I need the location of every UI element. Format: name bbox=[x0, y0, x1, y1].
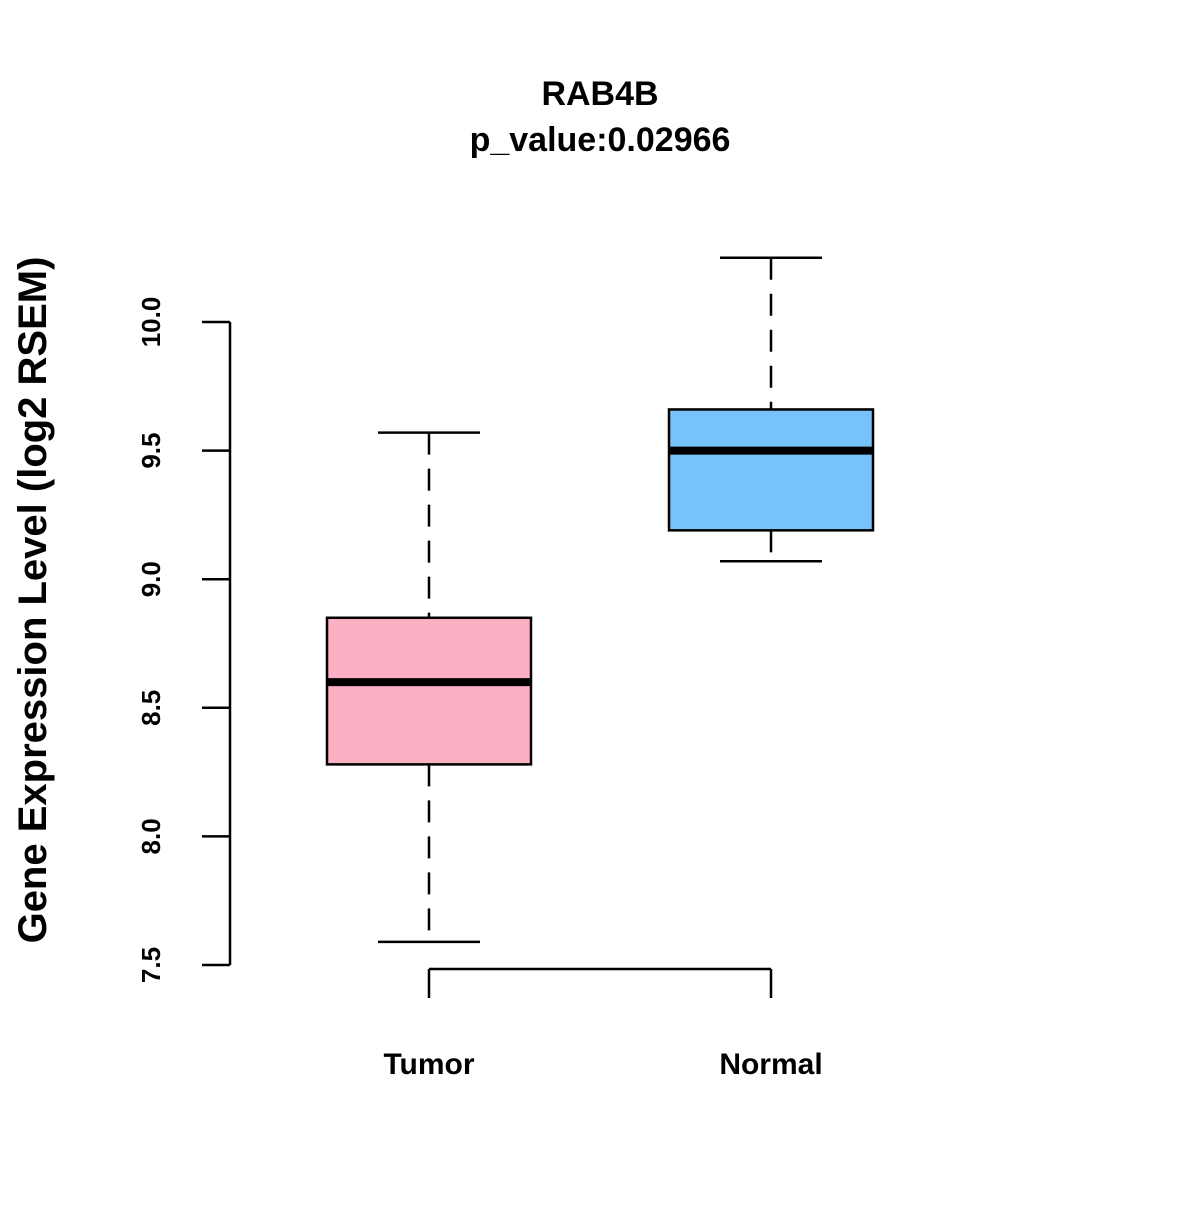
boxes bbox=[325, 256, 875, 944]
x-category-label: Normal bbox=[719, 1048, 822, 1081]
y-tick-label: 9.0 bbox=[136, 561, 166, 597]
y-tick-label: 8.5 bbox=[136, 690, 166, 726]
y-axis-label: Gene Expression Level (log2 RSEM) bbox=[11, 257, 55, 944]
chart-subtitle: p_value:0.02966 bbox=[470, 121, 731, 159]
box-tumor bbox=[325, 431, 533, 944]
chart-title: RAB4B bbox=[541, 75, 658, 113]
comparison-bracket bbox=[427, 967, 773, 998]
y-tick-label: 10.0 bbox=[136, 297, 166, 348]
y-axis: 7.5 8.0 8.5 9.0 9.5 10.0 bbox=[136, 297, 232, 983]
y-tick-label: 9.5 bbox=[136, 433, 166, 469]
y-tick-label: 7.5 bbox=[136, 947, 166, 983]
x-category-label: Tumor bbox=[383, 1048, 474, 1081]
box-normal bbox=[667, 256, 875, 563]
iqr-box bbox=[325, 616, 533, 766]
iqr-box bbox=[667, 408, 875, 532]
y-tick-label: 8.0 bbox=[136, 818, 166, 854]
x-axis-labels: Tumor Normal bbox=[383, 1048, 822, 1081]
